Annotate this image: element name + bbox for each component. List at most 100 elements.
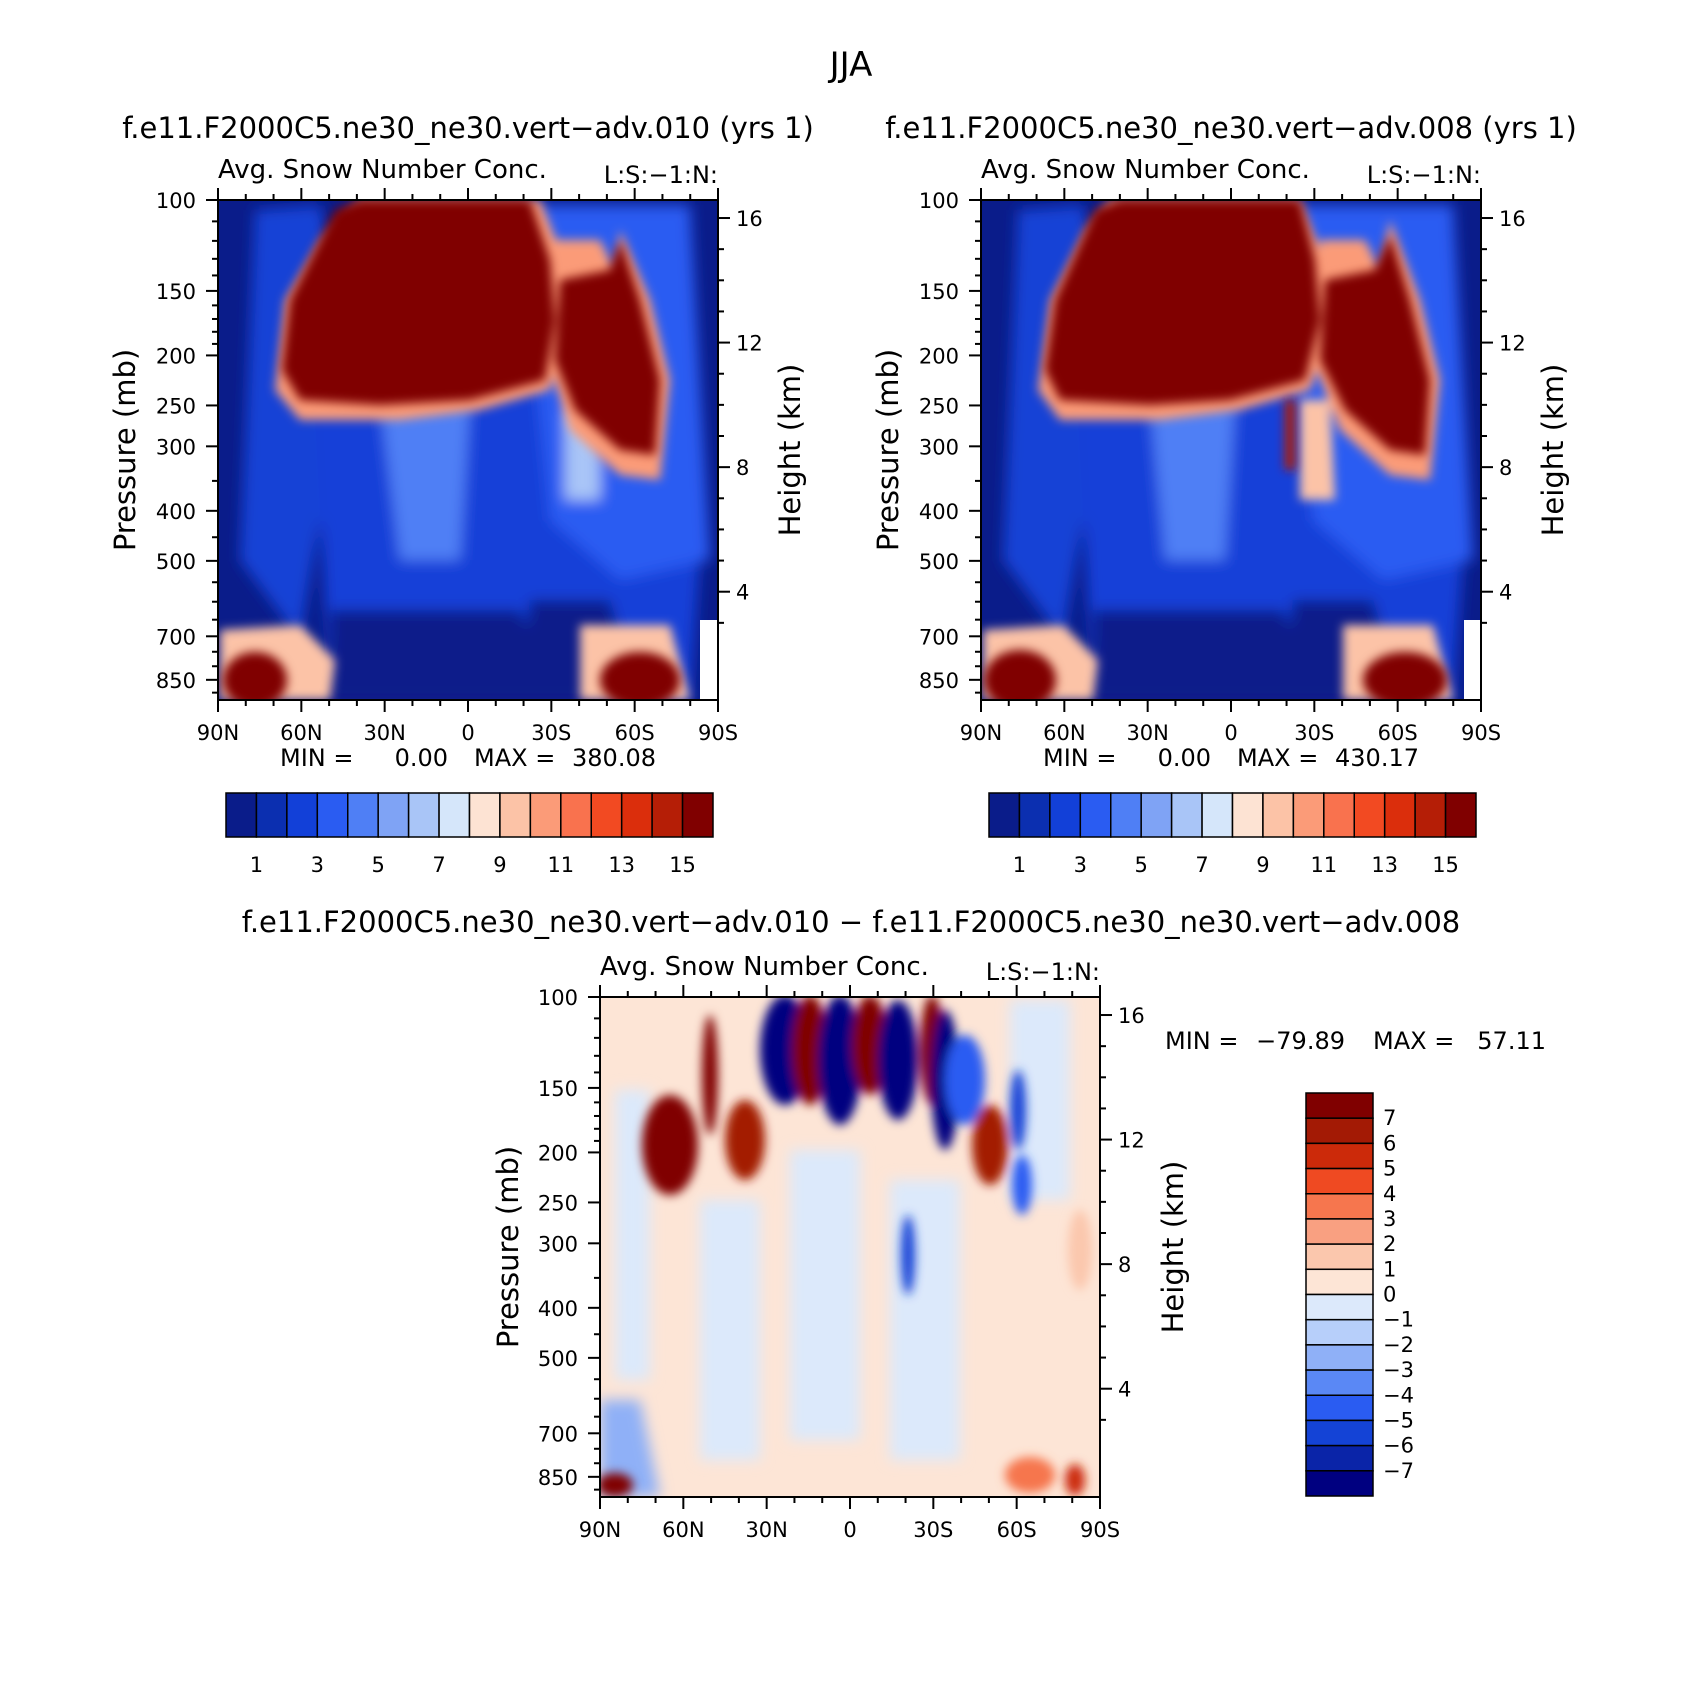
colorbar-top-right: 1 3 5 7 9 11 13 15 [988,792,1477,877]
colorbar-label: −2 [1383,1333,1414,1357]
figure-title: JJA [828,45,873,85]
colorbar-label: 2 [1383,1232,1396,1256]
y-tick-label: 150 [156,280,196,304]
colorbar-swatch [1305,1470,1374,1497]
y2-tick-label: 12 [736,332,763,356]
colorbar-swatch [1140,792,1173,838]
case-title-bottom: f.e11.F2000C5.ne30_ne30.vert−adv.010 − f… [242,905,1461,939]
x-tick-label: 0 [843,1518,856,1542]
colorbar-swatch [1170,792,1203,838]
left-axis-top-right: 100 150 200 250 300 400 500 700 850 [919,189,981,694]
x-tick-label: 60S [997,1518,1037,1542]
x-tick-label: 60S [615,721,655,745]
colorbar-label: 1 [1013,853,1026,877]
y-tick-label: 400 [538,1297,578,1321]
var-title-top-left: Avg. Snow Number Conc. [218,155,547,185]
colorbar-swatch [377,792,410,838]
y-tick-label: 700 [156,625,196,649]
y-tick-label: 200 [538,1141,578,1165]
colorbar-label: 3 [1383,1207,1396,1231]
colorbar-label: 6 [1383,1131,1396,1155]
x-tick-label: 90S [1461,721,1501,745]
x-tick-label: 0 [1224,721,1237,745]
right-axis-top-right: 16 12 8 4 [1481,207,1526,624]
colorbar-label: 1 [1383,1257,1396,1281]
y-tick-label: 700 [538,1422,578,1446]
colorbar-swatch [1305,1193,1374,1220]
colorbar-swatch [1305,1142,1374,1170]
y-tick-label: 850 [538,1466,578,1490]
min-label-bottom: MIN = [1165,1027,1238,1055]
y2-tick-label: 16 [1118,1004,1145,1028]
y-tick-label: 850 [919,669,959,693]
x-tick-label: 90S [698,721,738,745]
colorbar-label: 7 [432,853,445,877]
colorbar-label: 9 [1256,853,1269,877]
colorbar-label: −5 [1383,1408,1414,1432]
y-tick-label: 850 [156,669,196,693]
colorbar-swatch [499,792,532,838]
colorbar-label: −7 [1383,1459,1414,1483]
colorbar-swatch [1305,1394,1374,1422]
colorbar-label: 15 [669,853,696,877]
x-tick-label: 90N [197,721,239,745]
y-tick-label: 200 [919,344,959,368]
colorbar-swatch [1383,792,1416,838]
colorbar-label: −1 [1383,1308,1414,1332]
min-value-top-right: 0.00 [1158,744,1211,772]
colorbar-swatch [651,792,684,838]
y2-tick-label: 4 [1118,1378,1131,1402]
colorbar-swatch [1305,1344,1374,1371]
colorbar-swatch [438,792,471,838]
colorbar-swatch [988,792,1021,838]
colorbar-swatch [316,792,349,838]
x-axis-bottom: 90N 60N 30N 0 30S 60S 90S [579,985,1120,1542]
y2-tick-label: 4 [736,581,749,605]
x-tick-label: 30N [1126,721,1168,745]
colorbar-label: 15 [1432,853,1459,877]
y-tick-label: 100 [538,986,578,1010]
colorbar-label: 1 [250,853,263,877]
colorbar-swatch [407,792,440,838]
y-tick-label: 250 [156,394,196,418]
x-tick-label: 30S [531,721,571,745]
y-tick-label: 500 [156,550,196,574]
colorbar-label: −4 [1383,1383,1414,1407]
ylabel-top-left: Pressure (mb) [108,349,142,551]
y-tick-label: 150 [919,280,959,304]
y-tick-label: 400 [156,500,196,524]
level-title-bottom: L:S:−1:N: [986,958,1100,986]
ylabel-bottom: Pressure (mb) [491,1146,525,1348]
max-value-top-right: 430.17 [1335,744,1419,772]
y2-tick-label: 8 [1118,1253,1131,1277]
x-tick-label: 60N [280,721,322,745]
colorbar-swatch [1110,792,1142,838]
x-tick-label: 90S [1080,1518,1120,1542]
colorbar-swatch [1079,792,1112,838]
x-tick-label: 30S [1294,721,1334,745]
colorbar-label: 3 [311,853,324,877]
y2-tick-label: 4 [1499,581,1512,605]
colorbar-label: 11 [547,853,574,877]
y-tick-label: 300 [156,435,196,459]
colorbar-swatch [1305,1268,1374,1296]
left-axis-top-left: 100 150 200 250 300 400 500 700 850 [156,189,218,694]
colorbar-swatch [560,792,592,838]
y2label-bottom: Height (km) [1156,1161,1190,1334]
y2label-top-right: Height (km) [1536,364,1570,537]
y2-tick-label: 8 [1499,456,1512,480]
y-tick-label: 300 [538,1232,578,1256]
colorbar-label: −3 [1383,1358,1414,1382]
colorbar-label: 13 [1371,853,1398,877]
contour-field-top-left [218,200,718,700]
colorbar-label: 0 [1383,1283,1396,1307]
colorbar-swatch [1262,792,1295,838]
max-label-bottom: MAX = [1373,1027,1454,1055]
colorbar-swatch [1323,792,1355,838]
panel-bottom: f.e11.F2000C5.ne30_ne30.vert−adv.010 − f… [242,905,1546,1542]
colorbar-swatch [286,792,319,838]
contour-field-bottom [600,997,1100,1497]
y-tick-label: 250 [919,394,959,418]
x-tick-label: 0 [461,721,474,745]
